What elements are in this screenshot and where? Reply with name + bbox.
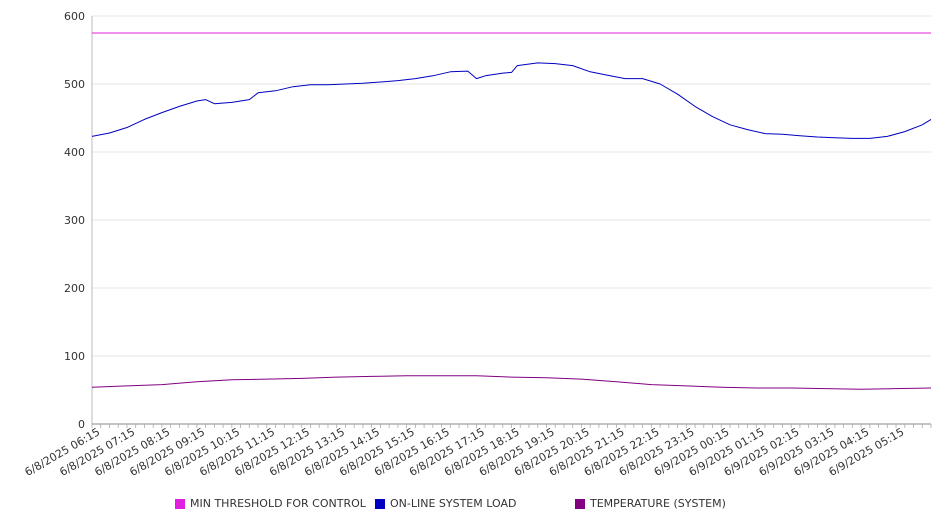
y-tick-labels: 0 100 200 300 400 500 600 — [64, 10, 85, 431]
legend-swatch-system-load — [375, 498, 385, 509]
y-tick-label: 200 — [64, 282, 85, 295]
legend-item-temperature[interactable]: TEMPERATURE (SYSTEM) — [575, 497, 726, 510]
legend-label-min-threshold: MIN THRESHOLD FOR CONTROL — [190, 497, 366, 510]
y-tick-label: 600 — [64, 10, 85, 23]
grid-lines — [92, 15, 931, 357]
legend-item-min-threshold[interactable]: MIN THRESHOLD FOR CONTROL — [175, 497, 366, 510]
series-online-system-load — [91, 62, 932, 139]
legend-swatch-min-threshold — [175, 498, 185, 509]
legend-label-system-load: ON-LINE SYSTEM LOAD — [390, 497, 517, 510]
y-tick-label: 400 — [64, 146, 85, 159]
y-tick-label: 300 — [64, 214, 85, 227]
series-lines — [91, 32, 932, 390]
legend: MIN THRESHOLD FOR CONTROL ON-LINE SYSTEM… — [0, 497, 946, 515]
x-tick-labels: 6/8/2025 06:156/8/2025 07:156/8/2025 08:… — [22, 425, 906, 479]
legend-swatch-temperature — [575, 498, 585, 509]
y-tick-label: 500 — [64, 78, 85, 91]
y-tick-label: 0 — [78, 418, 85, 431]
legend-label-temperature: TEMPERATURE (SYSTEM) — [590, 497, 726, 510]
axes — [91, 16, 932, 428]
legend-item-system-load[interactable]: ON-LINE SYSTEM LOAD — [375, 497, 516, 510]
y-tick-label: 100 — [64, 350, 85, 363]
series-temperature-system — [91, 375, 932, 390]
